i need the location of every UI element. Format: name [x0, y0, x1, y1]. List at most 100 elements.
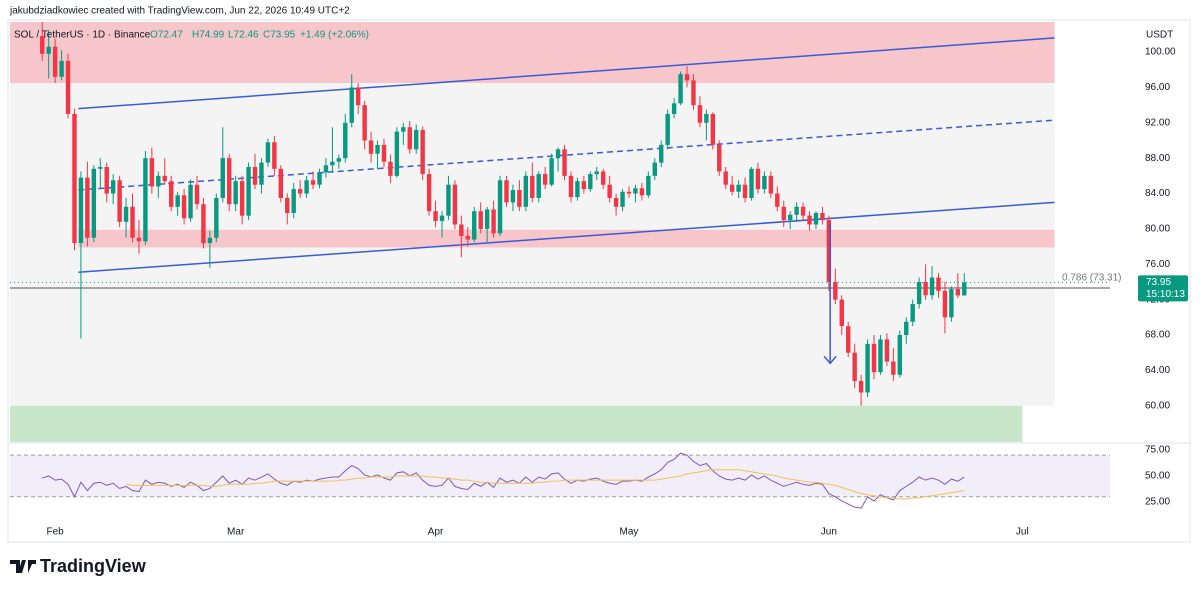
candle-body — [697, 105, 703, 123]
ohlc-open: O72.47 — [150, 30, 183, 41]
candle-body — [742, 184, 748, 198]
frame — [7, 19, 1191, 543]
candle-body — [813, 212, 819, 225]
candle-body — [852, 352, 857, 381]
candle-body — [65, 60, 71, 114]
candle-body — [272, 142, 277, 169]
candle-body — [562, 149, 567, 176]
candle-body — [904, 321, 909, 336]
candle-body — [227, 158, 232, 205]
candle-body — [884, 339, 890, 362]
candle-body — [607, 184, 612, 198]
candle-body — [536, 174, 541, 198]
candle-body — [336, 158, 342, 162]
fib-label: 0.786 (73.31) — [1062, 273, 1122, 284]
x-tick-label: Mar — [227, 527, 245, 538]
candle-body — [910, 304, 915, 322]
y-tick-label: 92.00 — [1145, 117, 1170, 128]
candle-body — [594, 171, 599, 175]
candle-body — [104, 167, 109, 194]
y-tick-label: 80.00 — [1145, 224, 1170, 235]
candle-body — [497, 180, 503, 234]
candle-body — [891, 361, 896, 375]
candle-body — [858, 380, 864, 393]
candle-body — [955, 289, 961, 296]
change: +1.49 (+2.06%) — [300, 30, 369, 41]
candle-body — [800, 206, 806, 216]
candle-body — [523, 175, 529, 207]
candle-body — [297, 189, 303, 194]
candle-body — [355, 87, 361, 106]
candle-body — [762, 175, 767, 190]
candle-body — [168, 181, 174, 207]
candle-body — [420, 129, 425, 175]
channel-line — [78, 201, 1055, 273]
rsi-tick-label: 75.00 — [1145, 445, 1170, 456]
candle-body — [929, 277, 935, 296]
ohlc-close: C73.95 — [263, 30, 296, 41]
y-tick-label: 76.00 — [1145, 259, 1170, 270]
candle-body — [91, 168, 97, 238]
y-tick-label: 68.00 — [1145, 330, 1170, 341]
candle-body — [330, 161, 335, 166]
candle-body — [368, 140, 374, 154]
candle-body — [472, 211, 477, 240]
candle-body — [123, 206, 129, 222]
candle-body — [962, 282, 967, 296]
candle-body — [652, 162, 657, 176]
x-tick-label: Jun — [821, 527, 837, 538]
rsi-line — [42, 452, 965, 509]
price-label: 73.95 — [1146, 277, 1171, 288]
candle-body — [775, 193, 780, 207]
candle-body — [291, 189, 296, 213]
price-tag — [1138, 275, 1188, 302]
candle-body — [349, 87, 354, 123]
candle-body — [85, 177, 90, 238]
candle-body — [659, 144, 664, 163]
candle-body — [439, 215, 445, 221]
candle-body — [278, 168, 284, 198]
candle-body — [52, 46, 58, 77]
candle-body — [736, 184, 741, 192]
ohlc-low: L72.46 — [228, 30, 259, 41]
candle-body — [214, 197, 219, 238]
candle-body — [768, 175, 774, 194]
currency: USDT — [1146, 30, 1173, 41]
rsi-line — [125, 469, 965, 500]
candle-body — [530, 175, 535, 198]
candle-body — [646, 175, 651, 196]
zone — [10, 22, 1055, 84]
candle-body — [684, 74, 690, 81]
candle-body — [781, 206, 786, 221]
candle-body — [143, 158, 148, 242]
candle-body — [942, 290, 948, 318]
candle-body — [117, 180, 122, 222]
candle-body — [826, 220, 832, 282]
candle-body — [588, 174, 593, 190]
candle-body — [110, 180, 116, 194]
candle-body — [749, 168, 754, 198]
candle-body — [375, 144, 380, 154]
candle-body — [149, 158, 155, 187]
candle-body — [239, 181, 245, 216]
candle-body — [510, 190, 516, 203]
candle-body — [233, 181, 238, 205]
candle-body — [304, 180, 309, 194]
candle-body — [871, 343, 877, 373]
candle-body — [246, 167, 251, 216]
candle-body — [517, 190, 522, 207]
candle-body — [388, 161, 393, 176]
candle-body — [452, 184, 458, 225]
brand: TradingView — [40, 556, 147, 576]
ohlc-high: H74.99 — [192, 30, 225, 41]
candle-body — [568, 175, 574, 198]
candle-body — [678, 74, 683, 104]
candle-body — [381, 144, 387, 162]
candle-body — [194, 184, 200, 205]
candle-body — [162, 175, 167, 182]
attribution: jakubdziadkowiec created with TradingVie… — [9, 6, 350, 17]
candle-body — [949, 289, 954, 318]
candle-body — [878, 339, 883, 373]
